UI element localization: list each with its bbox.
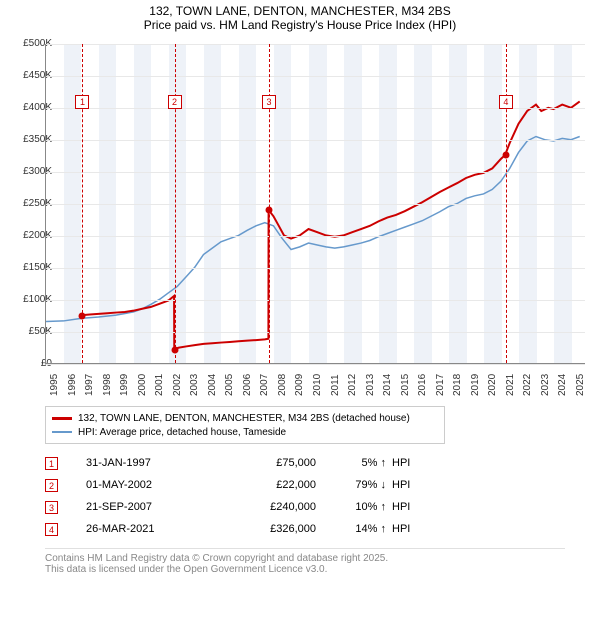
xtick-label: 2014 <box>382 374 393 396</box>
title-line2: Price paid vs. HM Land Registry's House … <box>0 18 600 32</box>
row-marker: 1 <box>45 457 58 470</box>
row-price: £326,000 <box>226 523 316 535</box>
xtick-label: 2019 <box>470 374 481 396</box>
table-row: 2 01-MAY-2002£22,00079% ↓HPI <box>45 474 600 496</box>
xtick-label: 2013 <box>365 374 376 396</box>
xtick-label: 2008 <box>277 374 288 396</box>
xtick-label: 2009 <box>294 374 305 396</box>
xtick-label: 2017 <box>435 374 446 396</box>
row-date: 26-MAR-2021 <box>86 523 226 535</box>
xtick-label: 2021 <box>505 374 516 396</box>
legend-label-1: 132, TOWN LANE, DENTON, MANCHESTER, M34 … <box>78 413 410 424</box>
annotation-marker: 2 <box>168 95 182 109</box>
legend-swatch-1 <box>52 417 72 420</box>
legend-swatch-2 <box>52 431 72 433</box>
annotation-marker: 4 <box>499 95 513 109</box>
row-date: 31-JAN-1997 <box>86 457 226 469</box>
plot-area: 1 2 3 4 <box>45 44 585 364</box>
xtick-label: 2006 <box>242 374 253 396</box>
row-hpi-label: HPI <box>386 501 410 513</box>
row-date: 01-MAY-2002 <box>86 479 226 491</box>
xtick-label: 2025 <box>575 374 586 396</box>
xtick-label: 2007 <box>259 374 270 396</box>
table-row: 1 31-JAN-1997£75,0005% ↑HPI <box>45 452 600 474</box>
attribution: Contains HM Land Registry data © Crown c… <box>45 548 565 575</box>
xtick-label: 2012 <box>347 374 358 396</box>
xtick-label: 2000 <box>137 374 148 396</box>
xtick-label: 2016 <box>417 374 428 396</box>
xtick-label: 2002 <box>172 374 183 396</box>
annotation-dot <box>266 207 273 214</box>
xtick-label: 1995 <box>49 374 60 396</box>
xtick-label: 2024 <box>557 374 568 396</box>
attribution-line1: Contains HM Land Registry data © Crown c… <box>45 553 565 564</box>
xtick-label: 2004 <box>207 374 218 396</box>
xtick-label: 2020 <box>487 374 498 396</box>
xtick-label: 2010 <box>312 374 323 396</box>
xtick-label: 2001 <box>154 374 165 396</box>
xtick-label: 2003 <box>189 374 200 396</box>
xtick-label: 1998 <box>102 374 113 396</box>
row-pct: 10% ↑ <box>316 501 386 513</box>
legend-row-2: HPI: Average price, detached house, Tame… <box>52 425 438 439</box>
row-marker: 2 <box>45 479 58 492</box>
row-hpi-label: HPI <box>386 457 410 469</box>
annotation-marker: 1 <box>75 95 89 109</box>
xtick-label: 1996 <box>67 374 78 396</box>
attribution-line2: This data is licensed under the Open Gov… <box>45 564 565 575</box>
xtick-label: 2011 <box>330 374 341 396</box>
row-price: £22,000 <box>226 479 316 491</box>
xtick-label: 2023 <box>540 374 551 396</box>
legend-row-1: 132, TOWN LANE, DENTON, MANCHESTER, M34 … <box>52 411 438 425</box>
xtick-label: 2018 <box>452 374 463 396</box>
row-hpi-label: HPI <box>386 523 410 535</box>
chart: £0£50K£100K£150K£200K£250K£300K£350K£400… <box>0 34 600 404</box>
sales-table: 131-JAN-1997£75,0005% ↑HPI201-MAY-2002£2… <box>45 452 600 540</box>
annotation-marker: 3 <box>262 95 276 109</box>
table-row: 3 21-SEP-2007£240,00010% ↑HPI <box>45 496 600 518</box>
annotation-dot <box>502 152 509 159</box>
chart-title: 132, TOWN LANE, DENTON, MANCHESTER, M34 … <box>0 0 600 34</box>
annotation-dot <box>79 313 86 320</box>
xtick-label: 2015 <box>400 374 411 396</box>
title-line1: 132, TOWN LANE, DENTON, MANCHESTER, M34 … <box>0 4 600 18</box>
xtick-label: 1997 <box>84 374 95 396</box>
row-pct: 5% ↑ <box>316 457 386 469</box>
legend-label-2: HPI: Average price, detached house, Tame… <box>78 427 286 438</box>
row-hpi-label: HPI <box>386 479 410 491</box>
row-marker: 3 <box>45 501 58 514</box>
row-date: 21-SEP-2007 <box>86 501 226 513</box>
row-marker: 4 <box>45 523 58 536</box>
table-row: 4 26-MAR-2021£326,00014% ↑HPI <box>45 518 600 540</box>
row-pct: 79% ↓ <box>316 479 386 491</box>
row-price: £240,000 <box>226 501 316 513</box>
xtick-label: 2022 <box>522 374 533 396</box>
annotation-dot <box>171 346 178 353</box>
xtick-label: 2005 <box>224 374 235 396</box>
legend: 132, TOWN LANE, DENTON, MANCHESTER, M34 … <box>45 406 445 444</box>
xtick-label: 1999 <box>119 374 130 396</box>
series-line <box>46 137 580 322</box>
row-pct: 14% ↑ <box>316 523 386 535</box>
row-price: £75,000 <box>226 457 316 469</box>
